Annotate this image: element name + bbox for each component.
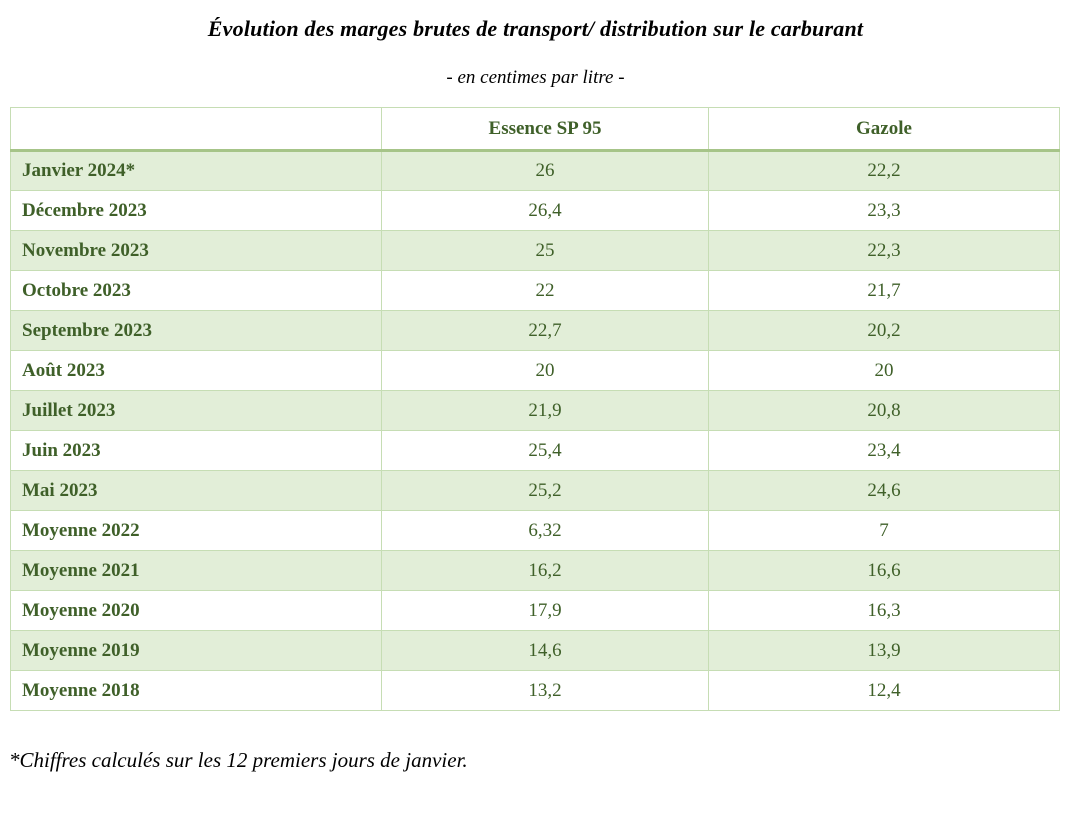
gazole-value-cell: 22,3 [708,230,1060,271]
sp95-value-cell: 22 [381,270,709,311]
gazole-value-cell: 20 [708,350,1060,391]
table-row: Septembre 2023 22,7 20,2 [10,310,1060,351]
header-empty-cell [10,107,382,152]
table-row: Octobre 2023 22 21,7 [10,270,1060,311]
gazole-value-cell: 23,4 [708,430,1060,471]
row-label-cell: Octobre 2023 [10,270,382,311]
sp95-value-cell: 21,9 [381,390,709,431]
table-row: Moyenne 2021 16,2 16,6 [10,550,1060,591]
sp95-value-cell: 26 [381,150,709,191]
page-subtitle: - en centimes par litre - [446,67,625,88]
row-label-cell: Mai 2023 [10,470,382,511]
header-sp95-cell: Essence SP 95 [381,107,709,152]
row-label-cell: Janvier 2024* [10,150,382,191]
table-row: Moyenne 2022 6,32 7 [10,510,1060,551]
table-row: Novembre 2023 25 22,3 [10,230,1060,271]
table-header-row: Essence SP 95 Gazole [10,107,1060,152]
gazole-value-cell: 12,4 [708,670,1060,711]
gazole-value-cell: 13,9 [708,630,1060,671]
sp95-value-cell: 14,6 [381,630,709,671]
sp95-value-cell: 25,4 [381,430,709,471]
page-title: Évolution des marges brutes de transport… [207,16,864,41]
row-label-cell: Moyenne 2022 [10,510,382,551]
table-row: Moyenne 2019 14,6 13,9 [10,630,1060,671]
sp95-value-cell: 6,32 [381,510,709,551]
gazole-value-cell: 20,8 [708,390,1060,431]
row-label-cell: Décembre 2023 [10,190,382,231]
table-row: Juillet 2023 21,9 20,8 [10,390,1060,431]
table-row: Août 2023 20 20 [10,350,1060,391]
gazole-value-cell: 24,6 [708,470,1060,511]
row-label-cell: Moyenne 2019 [10,630,382,671]
row-label-cell: Moyenne 2021 [10,550,382,591]
gazole-value-cell: 20,2 [708,310,1060,351]
sp95-value-cell: 16,2 [381,550,709,591]
gazole-value-cell: 22,2 [708,150,1060,191]
table-row: Moyenne 2018 13,2 12,4 [10,670,1060,711]
row-label-cell: Moyenne 2018 [10,670,382,711]
row-label-cell: Moyenne 2020 [10,590,382,631]
gazole-value-cell: 16,6 [708,550,1060,591]
table-row: Janvier 2024* 26 22,2 [10,150,1060,191]
row-label-cell: Septembre 2023 [10,310,382,351]
table-row: Juin 2023 25,4 23,4 [10,430,1060,471]
sp95-value-cell: 17,9 [381,590,709,631]
row-label-cell: Juin 2023 [10,430,382,471]
footnote: *Chiffres calculés sur les 12 premiers j… [9,748,468,772]
sp95-value-cell: 26,4 [381,190,709,231]
sp95-value-cell: 22,7 [381,310,709,351]
gazole-value-cell: 16,3 [708,590,1060,631]
fuel-margins-table: Essence SP 95 Gazole Janvier 2024* 26 22… [10,107,1060,711]
header-gazole-cell: Gazole [708,107,1060,152]
table-row: Moyenne 2020 17,9 16,3 [10,590,1060,631]
sp95-value-cell: 20 [381,350,709,391]
sp95-value-cell: 25 [381,230,709,271]
sp95-value-cell: 25,2 [381,470,709,511]
gazole-value-cell: 7 [708,510,1060,551]
gazole-value-cell: 21,7 [708,270,1060,311]
gazole-value-cell: 23,3 [708,190,1060,231]
row-label-cell: Novembre 2023 [10,230,382,271]
sp95-value-cell: 13,2 [381,670,709,711]
table-row: Mai 2023 25,2 24,6 [10,470,1060,511]
row-label-cell: Juillet 2023 [10,390,382,431]
table-row: Décembre 2023 26,4 23,3 [10,190,1060,231]
row-label-cell: Août 2023 [10,350,382,391]
